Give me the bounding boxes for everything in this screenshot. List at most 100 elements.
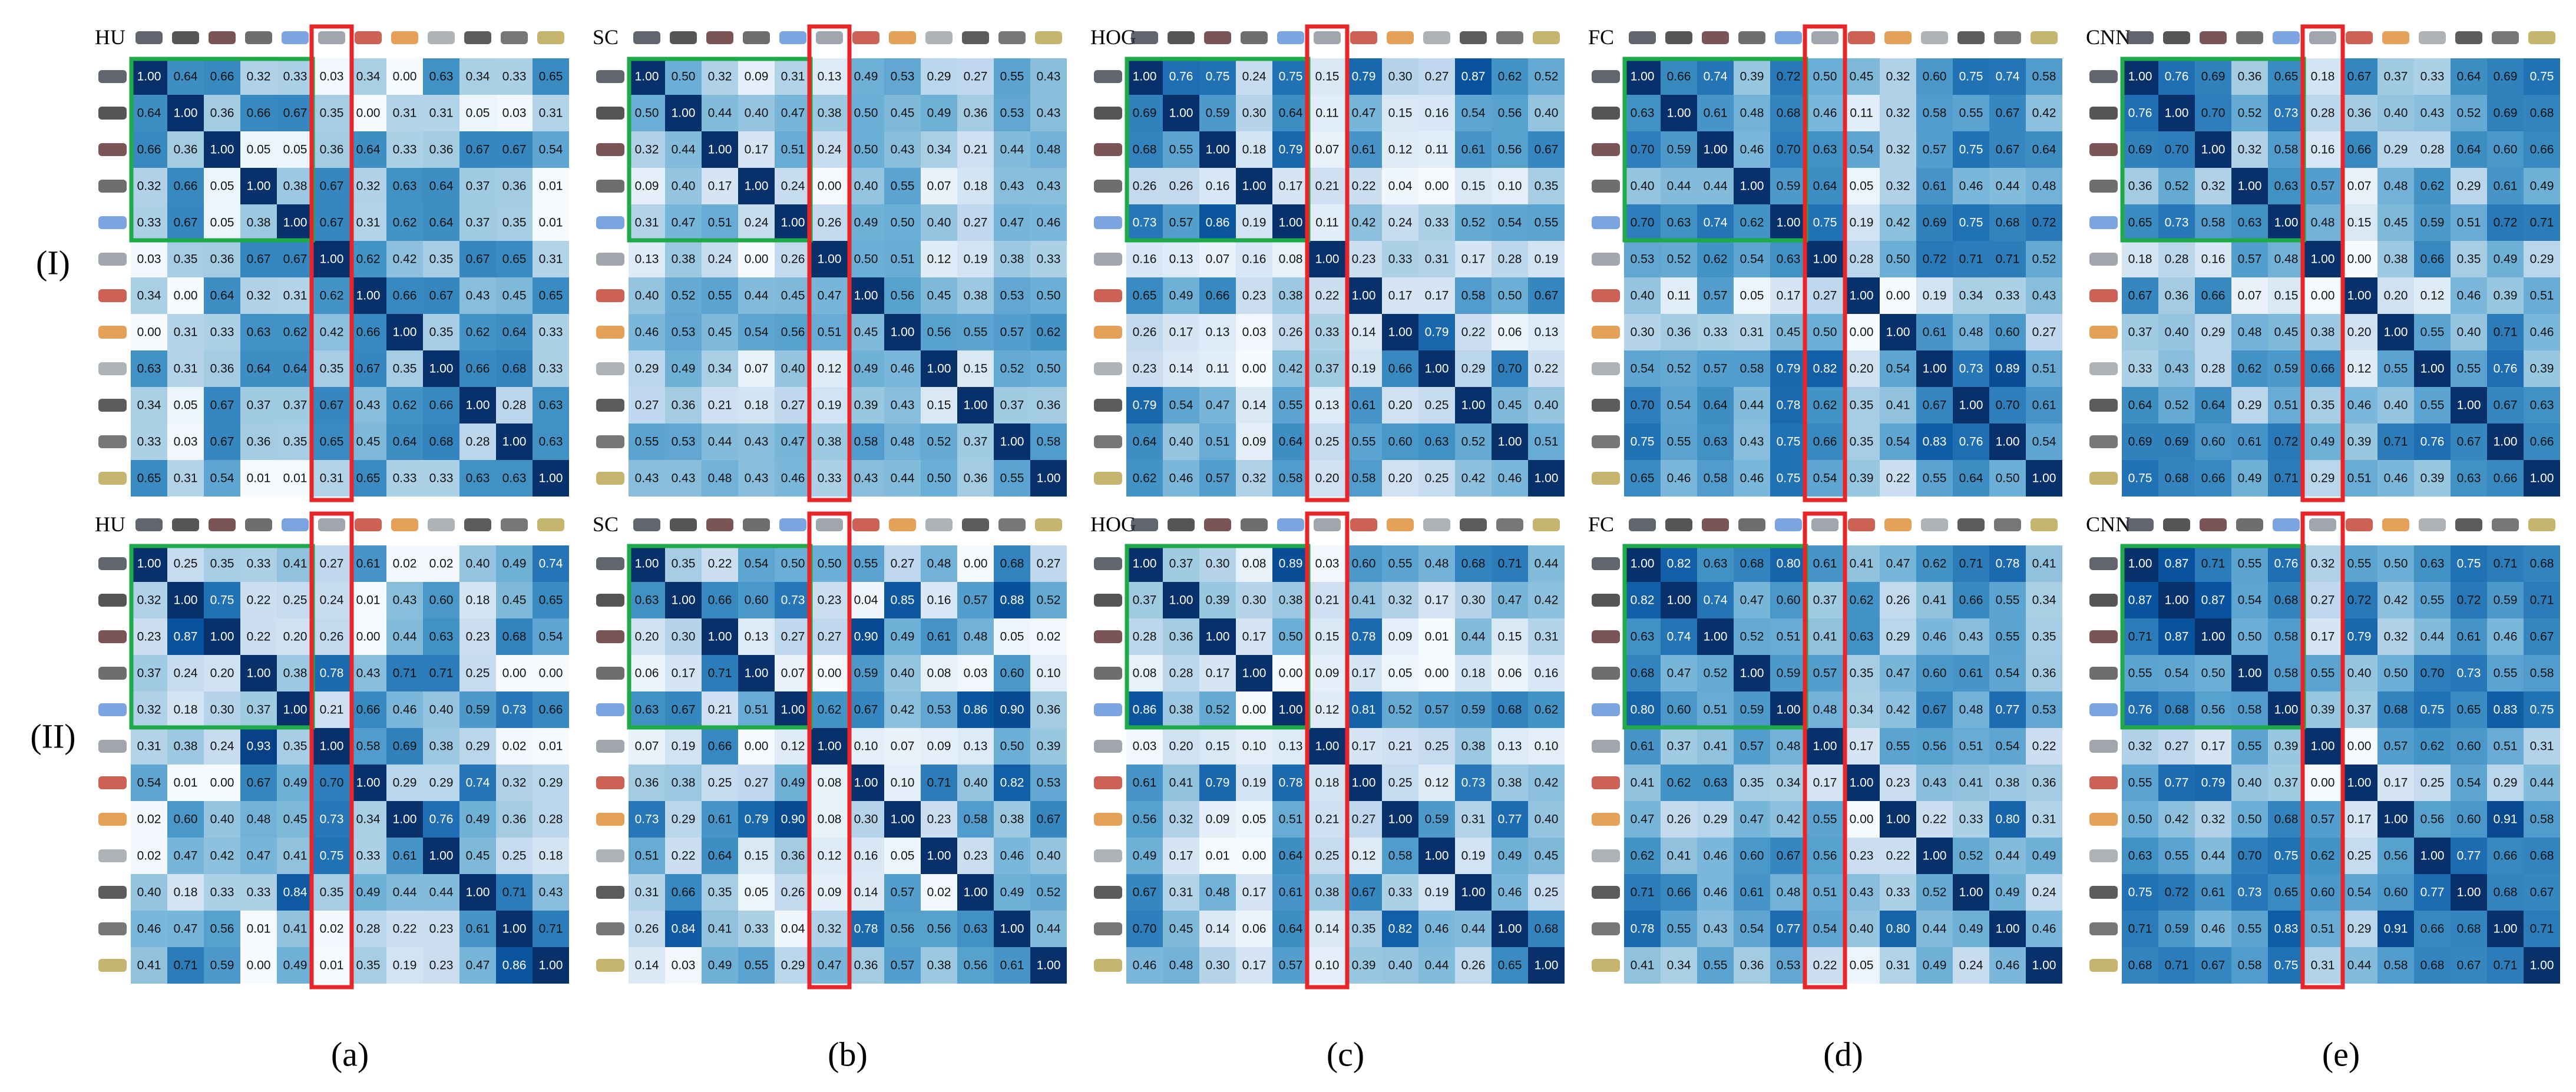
cell-label: 0.76 (2165, 70, 2189, 84)
cell-label: 0.56 (2420, 813, 2445, 826)
cell-label: 0.35 (1352, 922, 1376, 936)
cell-label: 0.50 (1000, 740, 1024, 753)
cell-label: 1.00 (210, 630, 234, 644)
cell-label: 0.42 (1279, 362, 1303, 376)
heatmap-cell (277, 387, 313, 423)
object-icon (743, 518, 770, 531)
heatmap-cell (1236, 58, 1272, 95)
heatmap-cell (386, 460, 423, 497)
cell-label: 0.64 (1813, 180, 1837, 193)
object-icon (2089, 435, 2118, 448)
cell-label: 0.32 (1242, 472, 1266, 485)
cell-label: 0.46 (1704, 849, 1728, 863)
cell-label: 0.75 (1777, 472, 1801, 485)
heatmap-cell (1528, 350, 1565, 387)
cell-label: 0.45 (708, 326, 732, 339)
cell-label: 0.33 (1996, 289, 2020, 303)
cell-label: 0.67 (1923, 703, 1947, 717)
cell-label: 0.31 (2032, 813, 2056, 826)
cell-label: 1.00 (2384, 813, 2408, 826)
cell-label: 0.26 (1279, 326, 1303, 339)
heatmap-cell (1418, 460, 1455, 497)
cell-label: 0.77 (2165, 776, 2189, 790)
cell-label: 0.18 (745, 399, 769, 412)
cell-label: 0.54 (1631, 362, 1655, 376)
cell-label: 0.26 (1133, 180, 1157, 193)
cell-label: 0.66 (2530, 435, 2554, 449)
object-icon (1094, 472, 1122, 485)
cell-label: 0.49 (356, 886, 381, 899)
cell-label: 0.49 (854, 362, 878, 376)
cell-label: 0.46 (2201, 922, 2226, 936)
heatmap-cell (811, 460, 848, 497)
cell-label: 0.60 (2494, 143, 2518, 157)
cell-label: 1.00 (2530, 472, 2554, 485)
cell-label: 0.50 (891, 216, 915, 230)
heatmap-cell (994, 314, 1030, 350)
cell-label: 0.70 (1631, 399, 1655, 412)
cell-label: 0.49 (781, 776, 805, 790)
cell-label: 0.07 (2347, 180, 2372, 193)
cell-label: 0.71 (429, 667, 454, 680)
cell-label: 0.22 (1886, 472, 1910, 485)
cell-label: 0.73 (502, 703, 527, 717)
cell-label: 0.67 (1535, 289, 1559, 303)
heatmap-cell (1199, 204, 1236, 241)
cell-label: 0.56 (927, 326, 951, 339)
object-icon (1423, 518, 1450, 531)
cell-label: 0.27 (635, 399, 659, 412)
cell-label: 0.61 (927, 630, 951, 644)
cell-label: 0.81 (1352, 703, 1376, 717)
cell-label: 0.31 (137, 740, 161, 753)
cell-label: 0.29 (1886, 630, 1910, 644)
cell-label: 0.62 (466, 326, 490, 339)
cell-label: 0.49 (283, 959, 307, 972)
cell-label: 0.55 (2420, 399, 2445, 412)
heatmap-cell (665, 95, 702, 131)
cell-label: 0.51 (1813, 886, 1837, 899)
cell-label: 0.46 (891, 362, 915, 376)
cell-label: 0.63 (137, 362, 161, 376)
heatmap-cell (167, 277, 204, 314)
cell-label: 1.00 (964, 886, 988, 899)
cell-label: 0.31 (781, 70, 805, 84)
cell-label: 1.00 (1886, 326, 1910, 339)
heatmap-cell (921, 460, 957, 497)
heatmap-cell (1236, 241, 1272, 277)
cell-label: 0.22 (247, 630, 271, 644)
object-icon (2089, 472, 2118, 485)
object-icon (1592, 70, 1620, 83)
cell-label: 0.66 (174, 180, 198, 193)
cell-label: 0.67 (320, 216, 344, 230)
cell-label: 0.35 (672, 557, 696, 571)
heatmap-cell (533, 58, 569, 95)
cell-label: 0.69 (1133, 107, 1157, 120)
cell-label: 0.49 (1498, 849, 1522, 863)
cell-label: 0.50 (854, 107, 878, 120)
cell-label: 0.47 (174, 849, 198, 863)
cell-label: 1.00 (1959, 886, 1983, 899)
heatmap-cell (277, 277, 313, 314)
cell-label: 0.68 (2165, 472, 2189, 485)
object-icon (706, 518, 733, 531)
cell-label: 0.31 (393, 107, 417, 120)
object-icon (98, 472, 127, 485)
cell-label: 0.51 (745, 703, 769, 717)
cell-label: 1.00 (2201, 630, 2226, 644)
heatmap-cell (204, 387, 240, 423)
cell-label: 0.51 (2530, 289, 2554, 303)
cell-label: 0.07 (2238, 289, 2262, 303)
object-icon (1460, 518, 1487, 531)
heatmap-cell (313, 277, 350, 314)
heatmap-cell (1126, 58, 1163, 95)
cell-label: 0.55 (2311, 667, 2335, 680)
heatmap-cell (1030, 204, 1067, 241)
cell-label: 0.55 (1996, 630, 2020, 644)
cell-label: 0.67 (210, 399, 234, 412)
heatmap-cell (738, 314, 775, 350)
object-icon (1994, 31, 2021, 44)
cell-label: 0.71 (927, 776, 951, 790)
heatmap-cell (848, 423, 884, 460)
heatmap-cell (167, 460, 204, 497)
cell-label: 0.37 (1000, 399, 1024, 412)
